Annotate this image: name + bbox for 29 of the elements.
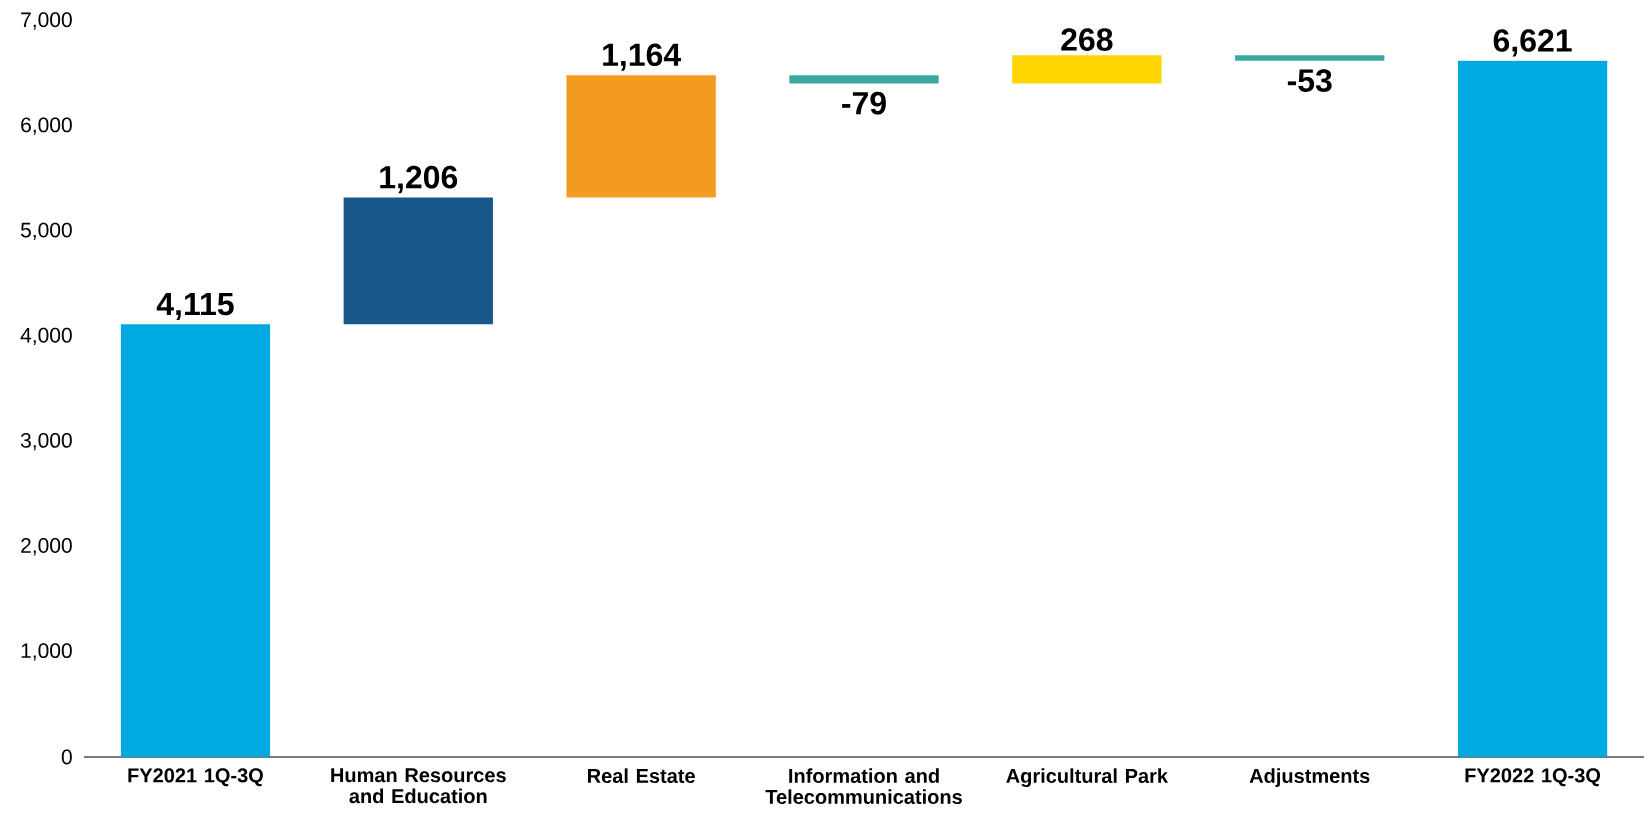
x-tick-label: Human Resources and Education (331, 768, 506, 804)
y-tick-label: 7,000 (21, 12, 72, 30)
x-tick-label: FY2022 1Q-3Q (1465, 768, 1601, 787)
y-tick-label: 1,000 (21, 643, 72, 661)
data-label: -79 (842, 91, 886, 115)
y-tick-label: 6,000 (21, 117, 72, 135)
data-label: 4,115 (156, 292, 234, 320)
x-tick-label: Information and Telecommunications (765, 768, 962, 805)
data-label: 268 (1061, 28, 1113, 51)
bar (1235, 55, 1385, 61)
data-label: 6,621 (1493, 29, 1572, 57)
bar (1457, 60, 1608, 757)
bar (120, 324, 271, 757)
bar (343, 197, 493, 325)
y-tick-label: 2,000 (21, 538, 72, 556)
y-tick-label: 0 (61, 749, 72, 765)
data-label: 1,206 (380, 165, 458, 194)
x-tick-label: Adjustments (1249, 768, 1370, 787)
data-label: -53 (1287, 69, 1332, 92)
x-tick-label: FY2021 1Q-3Q (128, 768, 263, 787)
bar (566, 75, 716, 198)
data-label: 1,164 (603, 43, 682, 71)
bar (1012, 55, 1162, 84)
bar (789, 75, 939, 84)
x-tick-label: Real Estate (588, 768, 695, 784)
x-tick-label: Agricultural Park (1006, 768, 1168, 788)
y-tick-label: 4,000 (20, 327, 72, 346)
y-tick-label: 3,000 (20, 432, 72, 451)
y-tick-label: 5,000 (20, 222, 72, 240)
